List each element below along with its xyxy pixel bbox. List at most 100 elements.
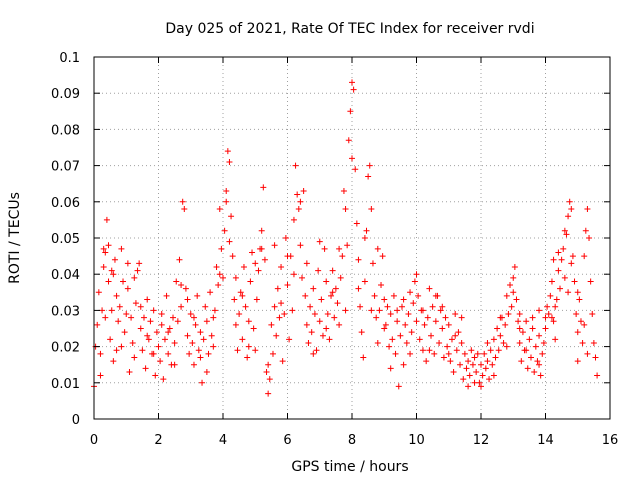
- data-point: [582, 227, 589, 234]
- data-point: [105, 242, 112, 249]
- data-point: [337, 274, 344, 281]
- data-point: [355, 256, 362, 263]
- data-point: [132, 300, 139, 307]
- data-point: [503, 343, 510, 350]
- data-point: [211, 307, 218, 314]
- data-point: [118, 343, 125, 350]
- data-point: [273, 332, 280, 339]
- data-point: [123, 311, 130, 318]
- data-point: [282, 235, 289, 241]
- data-point: [416, 336, 423, 343]
- data-point: [481, 350, 488, 357]
- data-point: [315, 267, 322, 274]
- data-point: [313, 347, 320, 354]
- data-point: [374, 339, 381, 346]
- data-point: [505, 311, 512, 318]
- data-point: [560, 245, 567, 252]
- data-point: [445, 321, 452, 328]
- data-point: [550, 318, 557, 325]
- data-point: [516, 311, 523, 318]
- data-point: [223, 198, 230, 205]
- data-point: [318, 296, 325, 303]
- data-point: [124, 285, 131, 292]
- data-point: [361, 278, 368, 285]
- data-point: [358, 329, 365, 336]
- data-point: [536, 307, 543, 314]
- data-point: [368, 307, 375, 314]
- data-point: [565, 213, 572, 220]
- data-point: [120, 278, 127, 285]
- data-point: [163, 292, 170, 299]
- data-point: [574, 329, 581, 336]
- data-point: [108, 307, 115, 314]
- x-tick-label: 2: [154, 433, 162, 448]
- data-point: [295, 206, 302, 213]
- data-point: [263, 368, 270, 375]
- data-point: [245, 343, 252, 350]
- data-point: [153, 329, 160, 336]
- data-point: [137, 325, 144, 332]
- data-point: [319, 332, 326, 339]
- data-point: [158, 321, 165, 328]
- data-point: [240, 263, 247, 270]
- data-point: [452, 332, 459, 339]
- data-point: [302, 292, 309, 299]
- x-tick-label: 4: [219, 433, 227, 448]
- data-point: [557, 285, 564, 292]
- data-point: [215, 282, 222, 289]
- data-point: [292, 162, 299, 169]
- data-point: [489, 361, 496, 368]
- data-point: [176, 256, 183, 263]
- data-point: [336, 245, 343, 252]
- data-point: [276, 314, 283, 321]
- data-point: [373, 314, 380, 321]
- data-point: [208, 332, 215, 339]
- data-point: [234, 347, 241, 354]
- data-point: [445, 350, 452, 357]
- data-point: [239, 292, 246, 299]
- data-point: [186, 350, 193, 357]
- data-point: [99, 307, 106, 314]
- data-point: [250, 325, 257, 332]
- data-point: [361, 235, 368, 241]
- data-point: [334, 300, 341, 307]
- y-tick-label: 0: [72, 413, 80, 428]
- data-point: [224, 148, 231, 155]
- data-point: [115, 318, 122, 325]
- data-point: [519, 329, 526, 336]
- data-point: [465, 383, 472, 390]
- data-point: [216, 271, 223, 278]
- data-point: [203, 368, 210, 375]
- data-point: [492, 354, 499, 361]
- data-point: [537, 372, 544, 379]
- data-point: [269, 350, 276, 357]
- y-axis-label: ROTI / TECUs: [7, 192, 23, 284]
- data-point: [592, 354, 599, 361]
- data-point: [494, 325, 501, 332]
- data-point: [574, 289, 581, 296]
- data-point: [561, 274, 568, 281]
- data-point: [473, 368, 480, 375]
- data-point: [340, 187, 347, 194]
- data-point: [563, 231, 570, 238]
- data-point: [268, 321, 275, 328]
- data-point: [507, 282, 514, 289]
- data-point: [471, 379, 478, 386]
- data-point: [524, 365, 531, 372]
- data-point: [349, 155, 355, 162]
- data-point: [110, 358, 117, 365]
- data-point: [516, 339, 523, 346]
- data-point: [432, 318, 439, 325]
- data-point: [408, 329, 415, 336]
- data-point: [329, 289, 336, 296]
- data-point: [394, 307, 401, 314]
- data-point: [584, 206, 591, 213]
- data-point: [323, 278, 330, 285]
- data-point: [284, 282, 291, 289]
- y-tick-label: 0.01: [51, 377, 80, 392]
- data-point: [184, 332, 191, 339]
- data-point: [116, 303, 123, 310]
- data-point: [486, 376, 493, 383]
- data-point: [357, 303, 364, 310]
- data-point: [184, 296, 191, 303]
